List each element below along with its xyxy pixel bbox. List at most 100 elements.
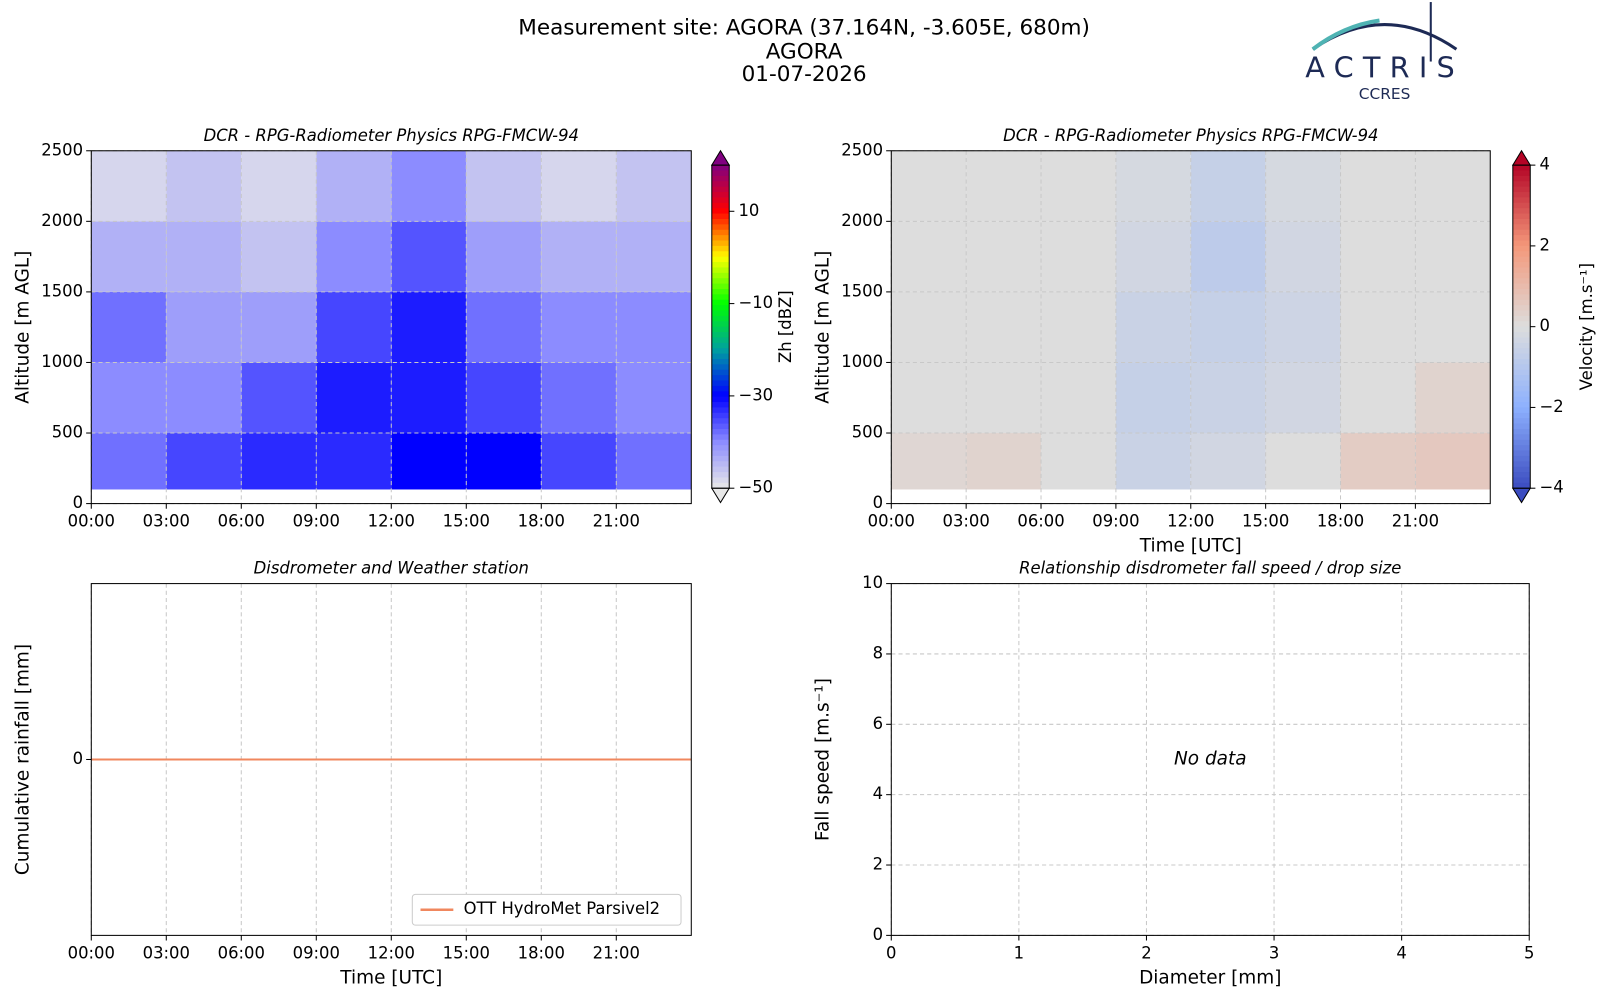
colorbar-step — [711, 192, 730, 199]
x-tick-label: 21:00 — [593, 512, 640, 531]
colorbar-step — [1512, 218, 1531, 225]
heatmap-cell — [1190, 433, 1266, 490]
colorbar-step — [711, 186, 730, 193]
colorbar-step — [711, 391, 730, 398]
colorbar-step — [711, 175, 730, 182]
colorbar-step — [1512, 315, 1531, 322]
colorbar-step — [711, 337, 730, 344]
heatmap-cell — [891, 291, 967, 363]
heatmap-cell — [1115, 362, 1191, 434]
colorbar-step — [711, 385, 730, 392]
heatmap-cell — [91, 362, 167, 434]
colorbar-step — [711, 170, 730, 177]
x-tick-label: 0 — [886, 943, 896, 962]
colorbar-step — [711, 326, 730, 333]
x-tick-label: 1 — [1014, 943, 1024, 962]
colorbar-step — [711, 482, 730, 489]
colorbar-extend — [1511, 487, 1532, 504]
colorbar-step — [1512, 186, 1531, 193]
colorbar-step — [1512, 213, 1531, 220]
x-tick-label: 06:00 — [1017, 512, 1064, 531]
colorbar-step — [1512, 466, 1531, 473]
colorbar-step — [711, 364, 730, 371]
legend-label: OTT HydroMet Parsivel2 — [464, 899, 661, 918]
colorbar-step — [711, 245, 730, 252]
heatmap-cell — [966, 362, 1042, 434]
colorbar-step — [711, 332, 730, 339]
heatmap-cell — [1415, 433, 1491, 490]
heatmap-cell — [1415, 291, 1491, 363]
colorbar-step — [711, 218, 730, 225]
heatmap-cell — [891, 362, 967, 434]
colorbar-step — [1512, 337, 1531, 344]
colorbar-tick-label: 4 — [1539, 155, 1549, 174]
heatmap-cell — [891, 221, 967, 292]
colorbar-step — [711, 369, 730, 376]
heatmap-cell — [541, 150, 617, 222]
heatmap-cell — [966, 221, 1042, 292]
heatmap-cell — [1190, 221, 1266, 292]
colorbar-step — [1512, 170, 1531, 177]
colorbar-step — [1512, 294, 1531, 301]
colorbar-step — [1512, 240, 1531, 247]
colorbar-step — [1512, 348, 1531, 355]
colorbar-frame — [711, 164, 730, 489]
colorbar-step — [711, 428, 730, 435]
colorbar-step — [711, 267, 730, 274]
colorbar-step — [1512, 202, 1531, 209]
colorbar-step — [1512, 364, 1531, 371]
heatmap-cell — [166, 150, 242, 222]
heatmap-cell — [466, 362, 542, 434]
heatmap-cell — [466, 150, 542, 222]
heatmap-cell — [541, 291, 617, 363]
colorbar-step — [711, 472, 730, 479]
heatmap-cell — [1265, 362, 1341, 434]
heatmap-cell — [541, 221, 617, 292]
heatmap-cell — [1041, 221, 1116, 292]
colorbar-step — [711, 402, 730, 409]
y-tick-label: 1500 — [41, 281, 83, 300]
heatmap-cell — [1041, 433, 1116, 490]
colorbar-label: Zh [dBZ] — [776, 290, 795, 363]
x-tick-label: 12:00 — [368, 943, 415, 962]
x-tick-label: 2 — [1141, 943, 1151, 962]
colorbar-step — [1512, 299, 1531, 306]
x-tick-label: 00:00 — [68, 943, 115, 962]
x-tick-label: 3 — [1269, 943, 1279, 962]
colorbar-step — [711, 407, 730, 414]
heatmap-cell — [166, 221, 242, 292]
colorbar-step — [711, 375, 730, 382]
heatmap-cell — [1190, 150, 1266, 222]
x-tick-label: 21:00 — [593, 943, 640, 962]
colorbar-step — [711, 294, 730, 301]
x-tick-label: 5 — [1524, 943, 1534, 962]
colorbar-step — [1512, 224, 1531, 231]
colorbar-step — [711, 299, 730, 306]
logo: ACTRIS CCRES — [1305, 2, 1458, 103]
colorbar-step — [1512, 461, 1531, 468]
y-tick-label: 2000 — [41, 211, 83, 230]
y-tick-label: 0 — [73, 749, 83, 768]
heatmap-cell — [1415, 150, 1491, 222]
colorbar-step — [1512, 321, 1531, 328]
x-tick-label: 15:00 — [443, 943, 490, 962]
heatmap-cell — [1041, 150, 1116, 222]
y-axis-label: Fall speed [m.s⁻¹] — [813, 678, 834, 841]
colorbar-step — [711, 202, 730, 209]
colorbar-step — [711, 412, 730, 419]
heatmap-cell — [1041, 291, 1116, 363]
x-axis-label: Time [UTC] — [339, 967, 442, 988]
colorbar-step — [711, 423, 730, 430]
colorbar-step — [711, 321, 730, 328]
colorbar-step — [1512, 402, 1531, 409]
colorbar-step — [1512, 423, 1531, 430]
x-tick-label: 09:00 — [293, 512, 340, 531]
heatmap-cell — [316, 433, 392, 490]
heatmap-cell — [391, 150, 467, 222]
colorbar-tick-label: 0 — [1539, 316, 1549, 335]
x-tick-label: 15:00 — [443, 512, 490, 531]
colorbar-step — [711, 358, 730, 365]
colorbar-step — [1512, 197, 1531, 204]
y-tick-label: 2000 — [841, 211, 883, 230]
colorbar-tick-label: −2 — [1539, 397, 1563, 416]
